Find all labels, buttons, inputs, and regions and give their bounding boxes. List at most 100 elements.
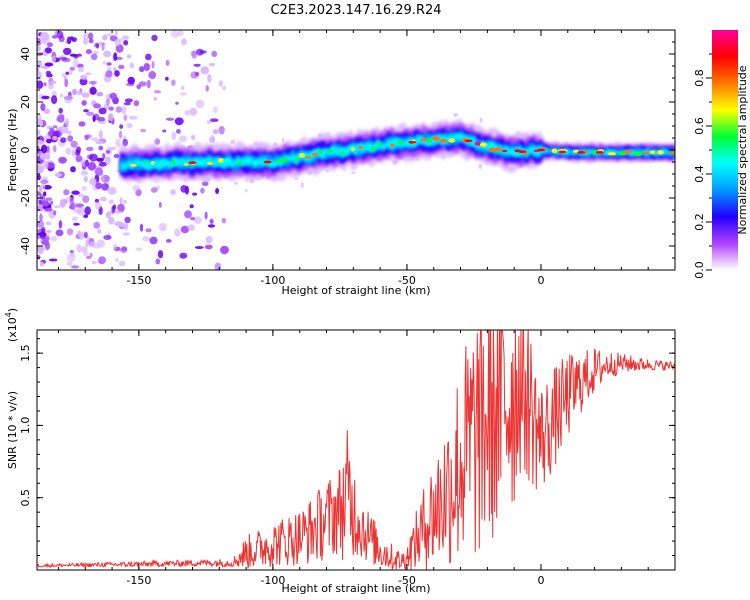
spectrogram-ridge-peak <box>551 148 558 154</box>
spectrogram-noise-blob <box>72 58 79 68</box>
spectrogram-noise-blob <box>82 38 89 45</box>
spectrogram-noise-blob <box>68 70 73 75</box>
spectrogram-noise-blob <box>114 221 123 227</box>
spectrogram-noise-blob <box>37 254 41 260</box>
spectrogram-noise-blob <box>124 98 133 103</box>
spectrogram-ridge-max <box>518 150 527 154</box>
spectrogram-noise-blob <box>58 156 67 164</box>
spectrogram-noise-blob <box>40 183 46 190</box>
spectrogram-noise-blob <box>206 120 212 124</box>
spectrogram-noise-blob <box>135 247 143 252</box>
spectrogram-noise-blob <box>47 42 53 47</box>
spectrogram-noise-blob <box>45 197 53 201</box>
spectrogram-noise-blob <box>64 95 73 104</box>
spectrogram-noise-blob <box>80 170 89 176</box>
spectrogram-noise-blob <box>170 30 180 38</box>
spectrogram-noise-blob <box>300 182 304 189</box>
colorbar: 0.0 0.2 0.4 0.6 0.8 Normalized spectral ampl… <box>693 30 749 279</box>
spectrogram-ridge-peak <box>253 160 258 165</box>
spectrogram-noise-blob <box>37 129 41 136</box>
spectrogram-xtick-label: -100 <box>260 274 285 287</box>
spectrogram-noise-blob <box>118 260 126 267</box>
spectrogram-noise-blob <box>84 135 90 141</box>
spectrogram-noise-blob <box>233 181 239 185</box>
snr-ytick-label: 0.5 <box>19 489 32 507</box>
spectrogram-noise-blob <box>187 224 195 232</box>
spectrogram-noise-blob <box>109 92 117 100</box>
spectrogram-noise-blob <box>204 244 213 250</box>
spectrogram-noise-blob <box>89 153 98 162</box>
spectrogram-ridge-peak <box>448 138 456 143</box>
snr-xtick-label: -50 <box>398 574 416 587</box>
spectrogram-noise-blob <box>62 47 72 56</box>
spectrogram-noise-blob <box>208 62 215 67</box>
spectrogram-noise-blob <box>53 205 61 209</box>
spectrogram-noise-blob <box>124 216 131 224</box>
snr-scale-exponent: 4 <box>4 312 13 317</box>
spectrogram-noise-blob <box>180 185 188 193</box>
spectrogram-xtick-label: -50 <box>398 274 416 287</box>
spectrogram-noise-blob <box>151 34 158 42</box>
colorbar-tick-label: 0.0 <box>693 261 706 279</box>
spectrogram-ridge-peak <box>633 152 643 156</box>
spectrogram-noise-blob <box>69 53 78 57</box>
spectrogram-noise-blob <box>282 137 285 143</box>
spectrogram-noise-blob <box>194 71 200 77</box>
spectrogram-xlabel: Height of straight line (km) <box>281 284 430 297</box>
spectrogram-ridge-band <box>120 131 675 171</box>
spectrogram-noise-blob <box>191 134 196 141</box>
spectrogram-noise-blob <box>46 229 52 234</box>
spectrogram-noise-blob <box>214 262 222 270</box>
colorbar-axis: 0.0 0.2 0.4 0.6 0.8 <box>693 53 712 279</box>
spectrogram-noise-blob <box>204 211 208 220</box>
spectrogram-ridge-max <box>188 161 197 165</box>
spectrogram-noise-blob <box>149 236 158 245</box>
spectrogram-noise-blob <box>39 152 48 161</box>
spectrogram-noise-blob <box>81 186 87 191</box>
spectrogram-noise-blob <box>123 40 129 46</box>
spectrogram-noise-blob <box>113 243 117 250</box>
spectrogram-ridge-peak <box>390 143 395 147</box>
spectrogram-noise-blob <box>37 245 44 255</box>
spectrogram-noise-blob <box>54 30 62 38</box>
spectrogram-noise-blob <box>171 131 177 141</box>
spectrogram-noise-blob <box>85 72 92 76</box>
spectrogram-noise-blob <box>45 221 52 226</box>
spectrogram-noise-blob <box>43 108 51 115</box>
spectrogram-noise-blob <box>105 150 111 154</box>
spectrogram-noise-blob <box>103 50 112 58</box>
spectrogram-noise-blob <box>37 113 42 121</box>
spectrogram-noise-blob <box>121 35 130 40</box>
spectrogram-panel: -150 -100 -50 0 -40 -20 0 20 40 Height of straig… <box>6 29 676 297</box>
spectrogram-ridge-peak <box>649 150 656 155</box>
spectrogram-ytick-label: 20 <box>19 95 32 109</box>
spectrogram-noise-blob <box>140 128 147 133</box>
spectrogram-noise-blob <box>479 117 483 123</box>
spectrogram-ridge-max <box>263 160 272 164</box>
spectrogram-noise-blob <box>105 211 111 219</box>
spectrogram-noise-blob <box>230 139 236 144</box>
spectrogram-noise-blob <box>77 230 81 237</box>
spectrogram-noise-blob <box>113 153 120 159</box>
spectrogram-noise-blob <box>69 66 75 71</box>
spectrogram-noise-blob <box>105 98 110 106</box>
spectrogram-noise-blob <box>210 134 215 140</box>
spectrogram-noise-blob <box>39 213 43 223</box>
spectrogram-noise-blob <box>108 216 115 225</box>
spectrogram-noise-blob <box>112 205 116 213</box>
spectrogram-noise-blob <box>215 188 220 194</box>
spectrogram-ridge-peak <box>502 149 508 153</box>
spectrogram-noise-blob <box>46 138 52 144</box>
spectrogram-noise-blob <box>179 252 188 259</box>
spectrogram-noise-blob <box>351 171 356 174</box>
spectrogram-noise-blob <box>37 118 44 127</box>
spectrogram-noise-blob <box>119 197 123 205</box>
spectrogram-noise-blob <box>98 145 104 151</box>
spectrogram-noise-blob <box>96 92 104 97</box>
spectrogram-noise-blob <box>70 140 78 148</box>
spectrogram-noise-blob <box>95 140 104 145</box>
spectrogram-noise-blob <box>91 260 96 265</box>
spectrogram-noise-blob <box>98 130 103 139</box>
spectrogram-ridge-peak <box>439 138 447 143</box>
spectrogram-xtick-label: 0 <box>537 274 544 287</box>
